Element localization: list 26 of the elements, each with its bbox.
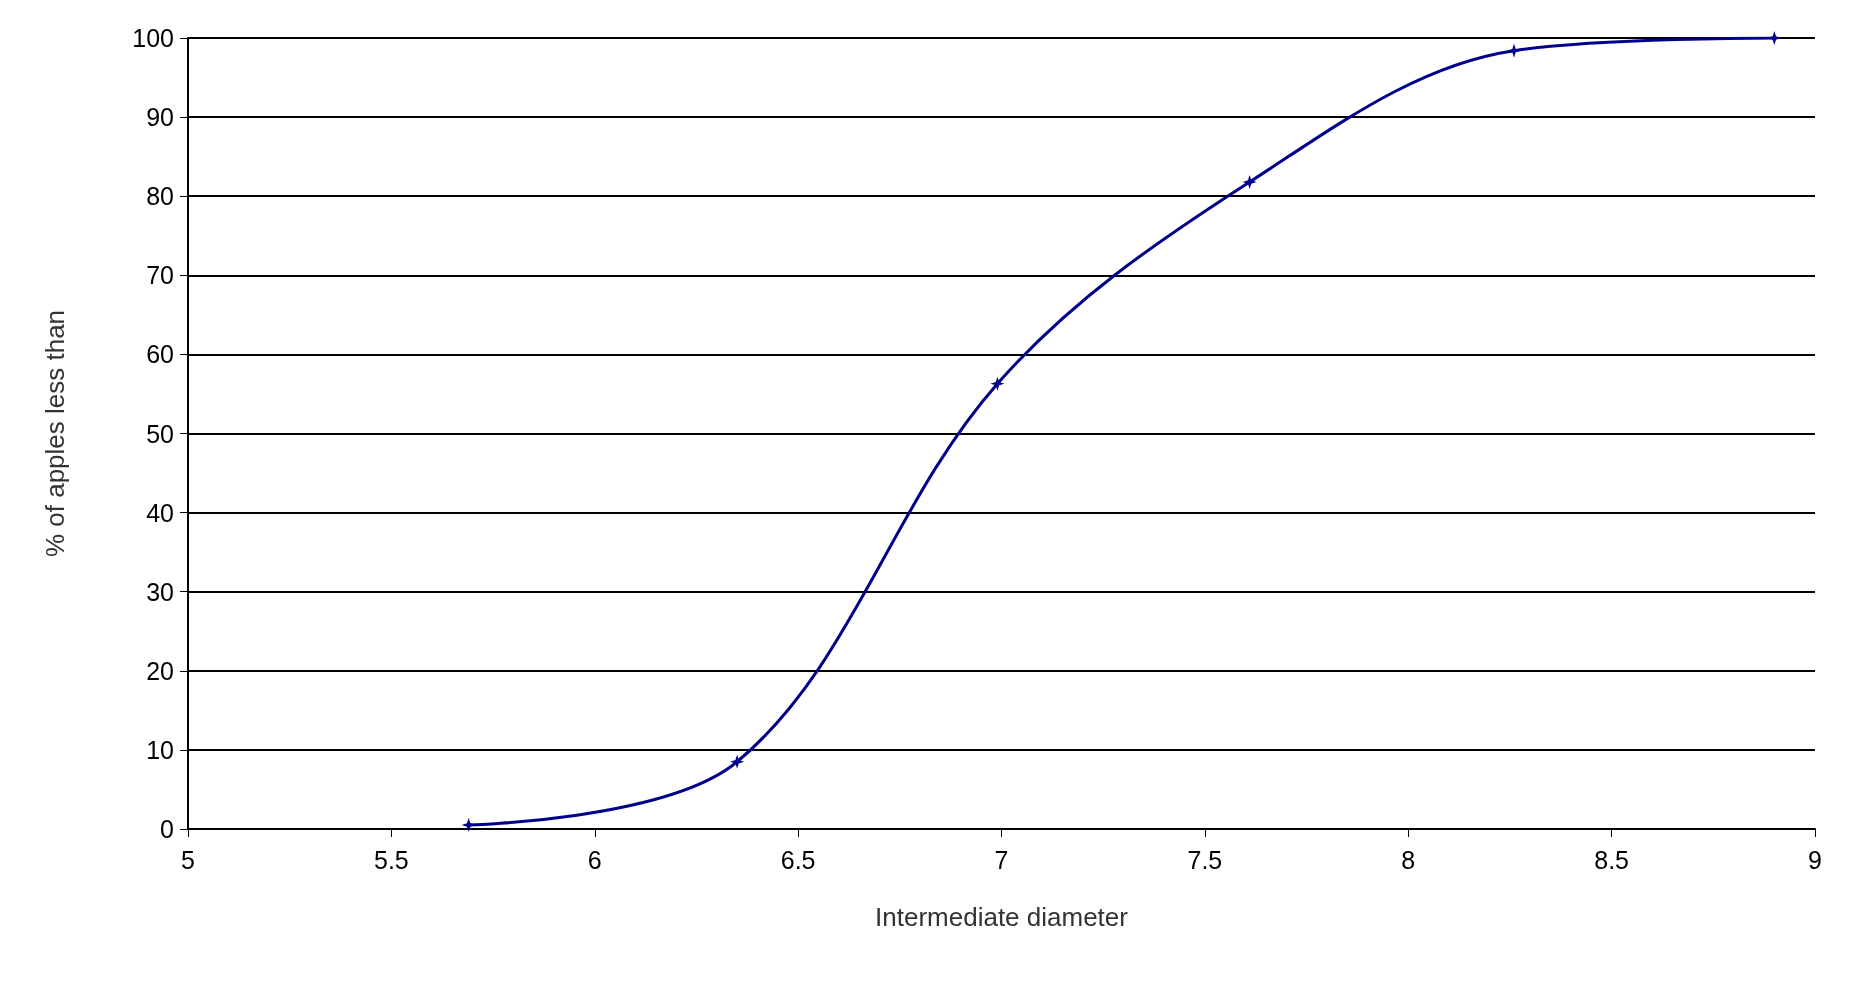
- y-tick-label: 90: [146, 103, 174, 132]
- y-axis-title: % of apples less than: [40, 309, 70, 558]
- point: [730, 754, 745, 769]
- y-tick-label: 0: [160, 815, 174, 843]
- x-tick-label: 7.5: [1187, 845, 1223, 874]
- point: [990, 376, 1005, 391]
- x-tick-label: 5: [181, 845, 195, 874]
- y-tick-label: 40: [146, 498, 174, 527]
- x-tick-label: 6: [587, 845, 602, 874]
- y-tick-label: 70: [146, 261, 174, 290]
- point: [1507, 43, 1522, 58]
- x-tick-label: 8: [1401, 845, 1416, 874]
- x-tick-label: 8.5: [1594, 845, 1630, 874]
- y-tick-label: 20: [146, 656, 174, 685]
- y-tick-label: 50: [146, 419, 174, 448]
- y-tick-label: 60: [146, 340, 174, 369]
- y-tick-label: 100: [132, 24, 174, 52]
- point: [1242, 174, 1257, 189]
- x-tick-label: 6.5: [780, 845, 816, 874]
- y-tick-label: 10: [146, 735, 174, 764]
- x-axis-title: Intermediate diameter: [875, 902, 1129, 932]
- y-tick-label: 80: [146, 182, 174, 211]
- x-tick-label: 9: [1808, 845, 1822, 874]
- y-tick-label: 30: [146, 577, 174, 606]
- x-tick-label: 5.5: [373, 845, 409, 874]
- x-tick-label: 7: [994, 845, 1009, 874]
